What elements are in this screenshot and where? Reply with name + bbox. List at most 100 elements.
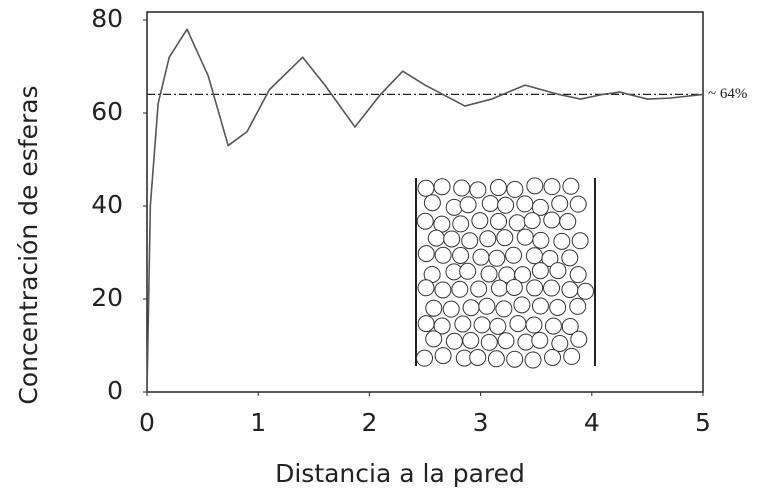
sphere <box>569 266 587 284</box>
sphere <box>526 279 544 297</box>
x-tick-label: 1 <box>250 408 266 437</box>
sphere <box>453 179 471 197</box>
sphere <box>462 299 480 317</box>
x-tick-label: 5 <box>695 408 711 437</box>
sphere <box>553 232 571 250</box>
sphere <box>445 332 463 350</box>
sphere <box>423 194 441 212</box>
sphere <box>525 247 543 265</box>
sphere <box>473 316 491 334</box>
sphere <box>508 214 526 232</box>
sphere <box>551 334 569 352</box>
x-tick-label: 3 <box>473 408 489 437</box>
sphere <box>417 179 435 197</box>
sphere <box>543 211 561 229</box>
sphere <box>571 232 589 250</box>
sphere <box>570 330 588 348</box>
sphere <box>469 348 487 366</box>
sphere <box>433 317 451 335</box>
sphere <box>524 351 542 369</box>
sphere <box>479 230 497 248</box>
sphere <box>469 181 487 199</box>
sphere <box>425 330 443 348</box>
sphere <box>541 249 559 267</box>
sphere <box>417 279 435 297</box>
sphere <box>434 281 452 299</box>
sphere <box>496 229 514 247</box>
sphere <box>497 196 515 214</box>
sphere <box>445 198 463 216</box>
sphere <box>480 265 498 283</box>
sphere <box>505 279 523 297</box>
sphere <box>470 280 488 298</box>
sphere <box>561 249 579 267</box>
y-tick-label: 80 <box>91 4 123 33</box>
x-tick-label: 4 <box>584 408 600 437</box>
sphere <box>442 300 460 318</box>
sphere <box>525 316 543 334</box>
y-tick-label: 60 <box>91 97 123 126</box>
sphere <box>462 331 480 349</box>
sphere <box>480 333 498 351</box>
sphere <box>425 299 443 317</box>
sphere <box>416 349 434 367</box>
sphere <box>481 194 499 212</box>
sphere <box>427 229 445 247</box>
sphere <box>561 317 579 335</box>
sphere <box>488 249 506 267</box>
sphere <box>516 195 534 213</box>
sphere <box>559 213 577 231</box>
sphere <box>551 195 569 213</box>
sphere <box>549 299 567 317</box>
sphere <box>495 300 513 318</box>
y-tick-label: 0 <box>107 376 123 405</box>
sphere <box>523 212 541 230</box>
sphere <box>569 297 587 315</box>
x-tick-label: 2 <box>361 408 377 437</box>
y-tick-label: 40 <box>91 190 123 219</box>
data-line <box>146 28 704 393</box>
sphere <box>506 350 524 368</box>
plot-frame <box>146 11 704 393</box>
sphere <box>531 198 549 216</box>
sphere <box>416 212 434 230</box>
sphere <box>433 178 451 196</box>
x-tick-label: 0 <box>139 408 155 437</box>
sphere <box>451 280 469 298</box>
sphere <box>513 296 531 314</box>
y-tick-label: 20 <box>91 283 123 312</box>
sphere <box>452 215 470 233</box>
sphere <box>562 177 580 195</box>
sphere <box>531 297 549 315</box>
sphere <box>417 245 435 263</box>
sphere <box>487 350 505 368</box>
sphere <box>490 279 508 297</box>
sphere <box>472 248 490 266</box>
x-axis-label: Distancia a la pared <box>275 459 525 488</box>
y-axis-label: Concentración de esferas <box>14 85 43 404</box>
packing-inset <box>415 177 596 369</box>
sphere <box>514 266 532 284</box>
sphere <box>471 212 489 230</box>
sphere <box>543 178 561 196</box>
sphere <box>549 262 567 280</box>
sphere <box>452 246 470 264</box>
sphere <box>454 315 472 333</box>
sphere <box>544 317 562 335</box>
sphere <box>478 297 496 315</box>
sphere <box>532 231 550 249</box>
sphere <box>506 180 524 198</box>
sphere <box>497 332 515 350</box>
sphere <box>489 179 507 197</box>
reference-label: ~ 64% <box>708 86 747 102</box>
sphere <box>443 230 461 248</box>
sphere <box>509 315 527 333</box>
sphere <box>461 232 479 250</box>
sphere <box>516 228 534 246</box>
sphere <box>459 196 477 214</box>
sphere <box>531 262 549 280</box>
sphere <box>543 348 561 366</box>
sphere <box>505 246 523 264</box>
sphere <box>417 315 435 333</box>
